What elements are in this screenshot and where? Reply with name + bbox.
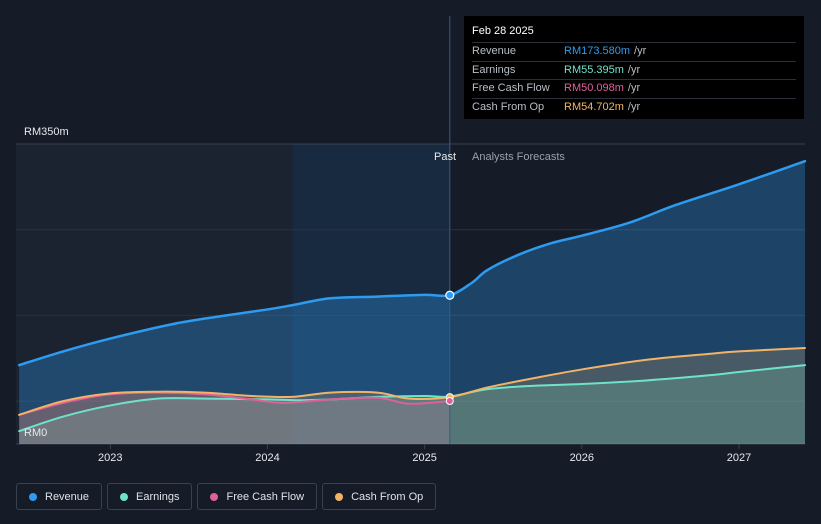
legend-item-earnings[interactable]: Earnings [107,483,193,510]
y-axis-top-label: RM350m [24,126,69,138]
tooltip-row-revenue: Revenue RM173.580m /yr [472,42,796,61]
revenue-marker[interactable] [445,290,455,300]
tooltip-date: Feb 28 2025 [472,25,534,37]
grid-lines [16,143,805,445]
tooltip-panel: Feb 28 2025 Revenue RM173.580m /yr Earni… [464,16,804,119]
free-cash-flow-marker[interactable] [445,397,454,406]
tooltip-value: RM55.395m [564,63,624,76]
tooltip-label: Free Cash Flow [472,82,550,94]
revenue-line [17,159,807,367]
legend-dot-icon [210,492,219,501]
free-cash-flow-line [18,391,451,416]
legend-dot-icon [335,492,344,501]
legend-label: Revenue [45,490,90,503]
tooltip-unit: /yr [627,82,641,94]
free-cash-flow-area [19,392,450,444]
legend-item-free-cash-flow[interactable]: Free Cash Flow [197,483,318,510]
forecast-label: Analysts Forecasts [472,151,565,163]
tooltip-value: RM50.098m [564,82,624,94]
earnings-line [18,364,806,433]
legend-dot-icon [29,492,37,501]
legend-label: Free Cash Flow [226,490,305,503]
tooltip-label: Earnings [472,63,516,76]
legend-label: Earnings [136,490,180,503]
x-tick-label: 2023 [98,452,122,464]
past-label: Past [434,151,456,163]
series-lines [17,159,807,433]
tooltip-unit: /yr [627,100,641,113]
tooltip-label: Cash From Op [472,100,545,113]
tooltip-value: RM173.580m [564,45,631,57]
tooltip-row-free-cash-flow: Free Cash Flow RM50.098m /yr [472,79,796,98]
legend: Revenue Earnings Free Cash Flow Cash Fro… [16,483,437,510]
x-tick-label: 2025 [412,452,436,464]
x-tick-label: 2024 [255,452,279,464]
legend-dot-icon [120,492,129,501]
x-tick-label: 2026 [570,452,594,464]
legend-label: Cash From Op [351,490,424,503]
cash-from-op-line [18,347,806,416]
legend-item-revenue[interactable]: Revenue [16,483,103,510]
cash-from-op-area [19,348,805,444]
tooltip-row-cash-from-op: Cash From Op RM54.702m /yr [472,97,796,117]
tooltip-label: Revenue [472,45,517,57]
tooltip-value: RM54.702m [564,100,624,113]
tooltip-row-earnings: Earnings RM55.395m /yr [472,60,796,80]
x-axis-ticks: 2023 2024 2025 2026 2027 [98,444,751,464]
y-axis-bottom-label: RM0 [24,427,47,439]
tooltip-unit: /yr [627,63,641,76]
x-tick-label: 2027 [727,452,751,464]
tooltip-unit: /yr [634,45,647,57]
revenue-area [19,161,805,444]
legend-item-cash-from-op[interactable]: Cash From Op [322,483,437,510]
